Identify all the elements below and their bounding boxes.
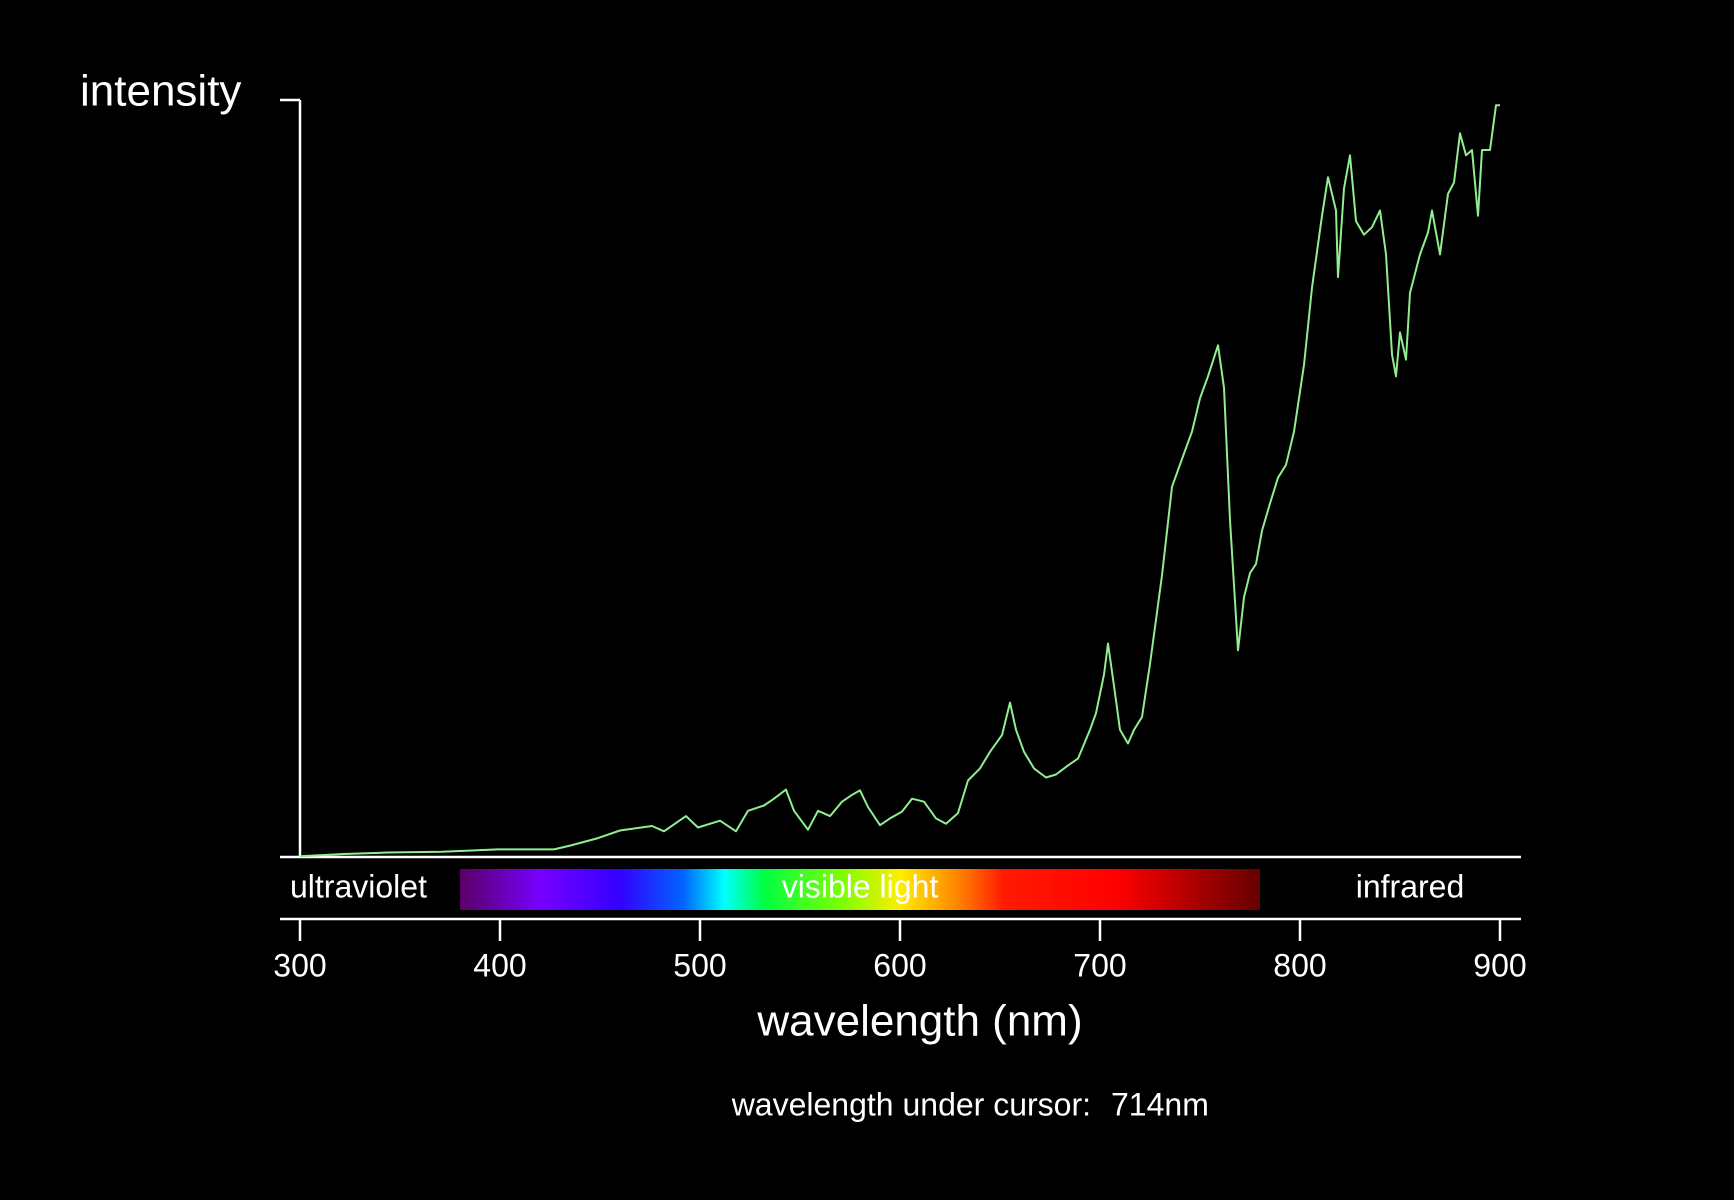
visible-spectrum [460,869,1260,910]
x-tick-label: 500 [673,947,726,983]
x-tick-label: 300 [273,947,326,983]
x-tick-label: 900 [1473,947,1526,983]
infrared-label: infrared [1356,868,1465,904]
cursor-value: 714nm [1111,1086,1209,1122]
x-tick-label: 700 [1073,947,1126,983]
x-tick-label: 600 [873,947,926,983]
ultraviolet-label: ultraviolet [290,868,427,904]
spectrum-line [299,104,1500,858]
cursor-label: wavelength under cursor: [731,1086,1091,1122]
y-axis-label: intensity [80,67,241,116]
x-tick-label: 800 [1273,947,1326,983]
visible-label: visible light [782,868,939,904]
x-axis-label: wavelength (nm) [756,997,1082,1046]
x-tick-label: 400 [473,947,526,983]
